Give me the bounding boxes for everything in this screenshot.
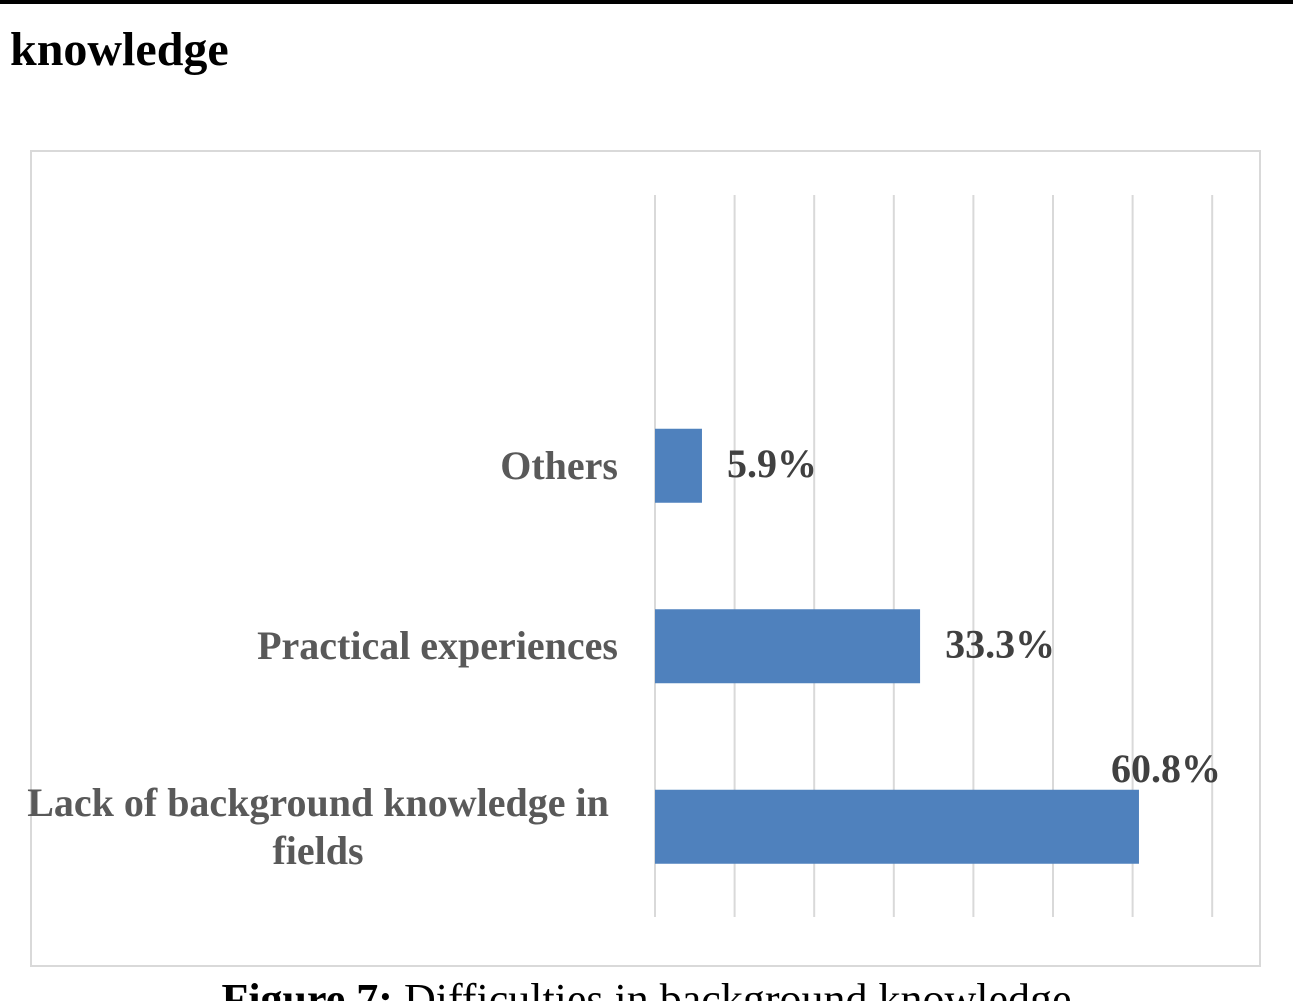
value-label: 33.3%	[945, 621, 1055, 666]
y-tick-label: Lack of background knowledge in fields	[27, 779, 609, 873]
bar	[655, 428, 702, 503]
caption: Figure 7: Difficulties in background kno…	[0, 974, 1293, 1001]
category-label-box: Others	[18, 406, 618, 526]
rule	[0, 0, 1293, 4]
y-tick-label: Others	[500, 442, 618, 488]
bar	[655, 609, 921, 684]
category-label-box: Lack of background knowledge in fields	[18, 767, 618, 887]
caption-label: Figure 7:	[221, 975, 393, 1001]
heading: knowledge	[10, 23, 229, 76]
value-label: 5.9%	[727, 441, 817, 486]
caption-text: Difficulties in background knowledge	[403, 975, 1072, 1001]
chart-frame	[30, 150, 1261, 967]
value-label: 60.8%	[1111, 746, 1221, 791]
bar	[655, 789, 1139, 864]
y-tick-label: Practical experiences	[257, 623, 618, 669]
category-label-box: Practical experiences	[18, 586, 618, 706]
